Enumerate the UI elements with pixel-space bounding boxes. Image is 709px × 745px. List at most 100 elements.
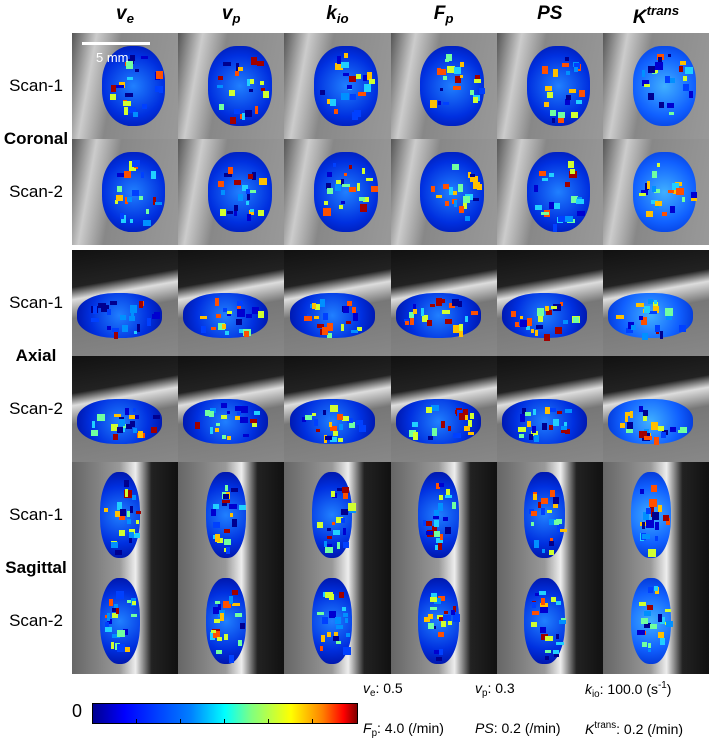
map-pixel xyxy=(437,542,443,551)
separator xyxy=(72,246,709,249)
map-pixel xyxy=(236,411,241,415)
map-pixel xyxy=(459,205,465,214)
map-pixel xyxy=(578,89,585,97)
map-pixel xyxy=(341,183,350,188)
map-pixel xyxy=(520,315,524,320)
map-pixel xyxy=(112,634,121,638)
map-pixel xyxy=(108,598,113,607)
map-pixel xyxy=(131,159,140,168)
map-pixel xyxy=(228,596,233,605)
map-pixel xyxy=(552,224,557,232)
map-pixel xyxy=(129,167,137,172)
map-pixel xyxy=(226,411,231,415)
map-pixel xyxy=(667,53,672,57)
map-pixel xyxy=(129,414,136,419)
map-pixel xyxy=(301,417,306,423)
map-pixel xyxy=(452,163,459,171)
map-pixel xyxy=(539,591,547,595)
map-pixel xyxy=(251,172,257,181)
map-pixel xyxy=(412,308,417,314)
map-pixel xyxy=(572,316,579,324)
map-pixel xyxy=(331,522,336,526)
map-pixel xyxy=(247,214,251,222)
map-pixel xyxy=(150,426,158,433)
map-pixel xyxy=(641,317,648,326)
map-pixel xyxy=(325,547,333,553)
map-pixel xyxy=(323,409,327,416)
map-pixel xyxy=(537,316,543,322)
legend-entry: vp: 0.3 xyxy=(475,680,515,699)
map-pixel xyxy=(470,311,478,315)
map-pixel xyxy=(439,69,447,75)
map-pixel xyxy=(659,331,664,339)
map-pixel xyxy=(110,424,119,432)
map-pixel xyxy=(119,212,124,220)
map-pixel xyxy=(237,304,242,309)
map-pixel xyxy=(413,432,419,440)
map-pixel xyxy=(639,316,643,321)
map-pixel xyxy=(525,411,531,417)
map-pixel xyxy=(453,433,461,439)
map-pixel xyxy=(139,196,143,201)
map-pixel xyxy=(136,510,142,514)
map-pixel xyxy=(440,420,446,429)
map-pixel xyxy=(545,306,550,311)
map-pixel xyxy=(438,483,445,488)
map-pixel xyxy=(340,509,348,516)
map-pixel xyxy=(333,636,340,641)
map-pixel xyxy=(236,301,244,307)
map-pixel xyxy=(326,322,334,331)
map-pixel xyxy=(124,480,130,488)
map-pixel xyxy=(467,432,474,436)
map-pixel xyxy=(337,56,342,65)
map-pixel xyxy=(433,650,441,655)
map-pixel xyxy=(540,626,547,634)
legend-part: p xyxy=(482,687,488,699)
map-pixel xyxy=(474,79,482,84)
map-pixel xyxy=(257,209,264,216)
tissue-map xyxy=(502,399,588,444)
map-pixel xyxy=(326,535,332,540)
map-pixel xyxy=(97,413,105,422)
map-pixel xyxy=(130,54,135,61)
map-pixel xyxy=(215,298,220,306)
map-pixel xyxy=(544,636,553,642)
map-pixel xyxy=(129,536,133,543)
map-pixel xyxy=(115,194,123,202)
colorbar-tick xyxy=(312,719,313,723)
map-pixel xyxy=(339,591,345,598)
image-panel xyxy=(72,568,179,674)
map-pixel xyxy=(468,419,472,427)
map-pixel xyxy=(639,488,645,494)
map-pixel xyxy=(545,649,551,653)
map-pixel xyxy=(641,533,650,539)
map-pixel xyxy=(324,543,332,548)
map-pixel xyxy=(217,75,224,80)
map-pixel xyxy=(565,56,570,61)
map-pixel xyxy=(664,609,672,613)
map-pixel xyxy=(575,198,584,204)
map-pixel xyxy=(650,484,658,492)
map-pixel xyxy=(344,617,349,623)
map-pixel xyxy=(340,518,346,524)
map-pixel xyxy=(655,201,662,207)
map-pixel xyxy=(215,422,220,427)
map-pixel xyxy=(359,424,367,433)
map-pixel xyxy=(667,103,674,108)
map-pixel xyxy=(475,74,480,79)
map-pixel xyxy=(541,422,548,431)
map-pixel xyxy=(654,299,658,304)
map-pixel xyxy=(111,542,119,548)
map-pixel xyxy=(111,327,119,333)
map-pixel xyxy=(210,629,217,633)
map-pixel xyxy=(642,512,650,520)
map-pixel xyxy=(235,63,240,71)
map-pixel xyxy=(668,77,675,83)
map-pixel xyxy=(115,549,123,556)
map-pixel xyxy=(455,75,461,83)
image-panel xyxy=(603,462,709,568)
map-pixel xyxy=(546,309,553,315)
map-pixel xyxy=(435,656,442,661)
map-pixel xyxy=(457,301,463,308)
map-pixel xyxy=(218,103,224,110)
